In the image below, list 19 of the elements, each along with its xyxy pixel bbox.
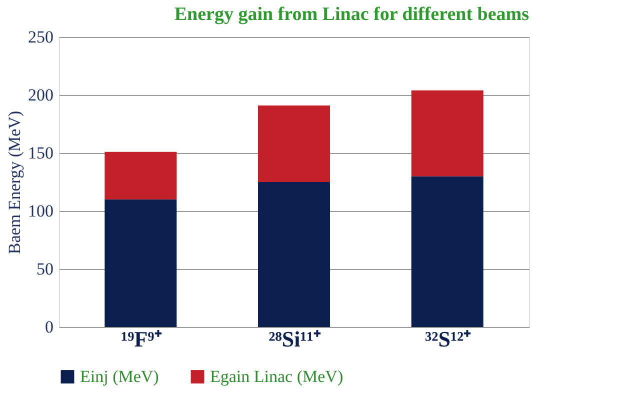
y-axis-title: Baem Energy (MeV) — [5, 110, 24, 254]
y-tick-label: 200 — [28, 86, 54, 104]
bar — [258, 182, 330, 327]
x-tick-label: ³²S¹²⁺ — [425, 326, 472, 352]
y-tick-label: 50 — [36, 260, 54, 278]
bar — [104, 152, 177, 200]
y-tick-label: 0 — [45, 318, 54, 336]
chart-title: Energy gain from Linac for different beams — [174, 4, 529, 25]
y-tick-label: 150 — [28, 144, 54, 162]
bar — [411, 90, 484, 176]
bar — [104, 199, 177, 327]
x-tick-label: ¹⁹F⁹⁺ — [121, 326, 162, 352]
legend-label: Egain Linac (MeV) — [210, 366, 344, 386]
legend-label: Einj (MeV) — [80, 366, 159, 386]
bar — [258, 105, 330, 182]
bar — [411, 176, 484, 327]
y-tick-label: 100 — [28, 202, 54, 220]
y-tick-label: 250 — [28, 28, 54, 46]
x-tick-label: ²⁸Si¹¹⁺ — [268, 326, 322, 352]
